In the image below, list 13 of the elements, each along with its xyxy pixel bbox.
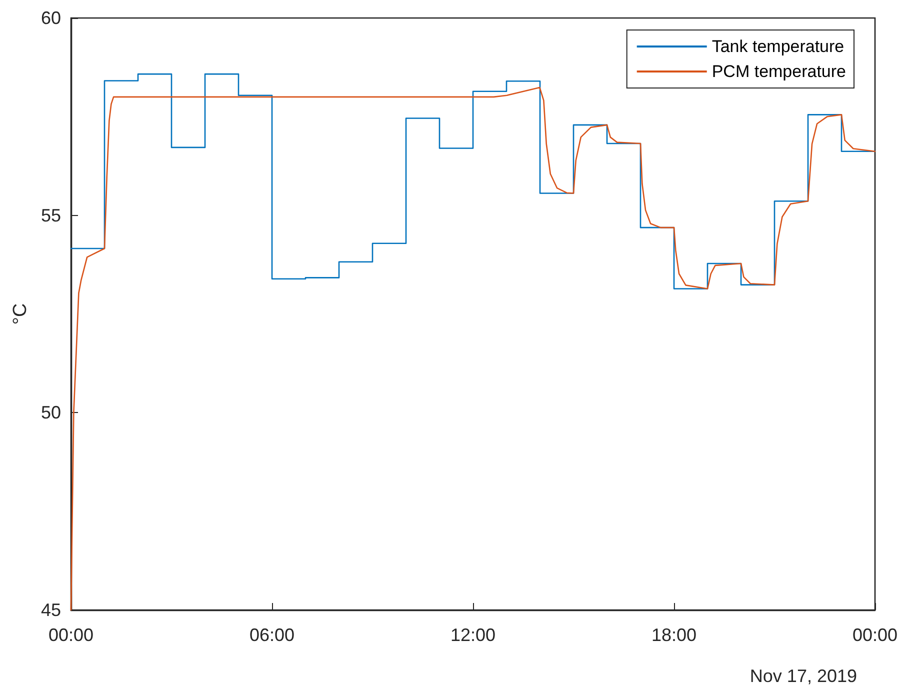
- y-axis-title: °C: [10, 303, 32, 325]
- x-tick-label: 00:00: [852, 625, 898, 645]
- x-tick-label: 18:00: [651, 625, 697, 645]
- y-tick-label: 55: [40, 205, 61, 226]
- legend-label: Tank temperature: [712, 37, 844, 56]
- x-tick-label: 06:00: [249, 625, 295, 645]
- y-tick-label: 60: [40, 8, 61, 28]
- x-tick-label: 00:00: [48, 625, 94, 645]
- legend-label: PCM temperature: [712, 62, 846, 81]
- y-tick-label: 45: [40, 600, 61, 620]
- text: Nov 17, 2019: [750, 666, 857, 686]
- y-tick-label: 50: [40, 402, 61, 423]
- x-tick-label: 12:00: [450, 625, 496, 645]
